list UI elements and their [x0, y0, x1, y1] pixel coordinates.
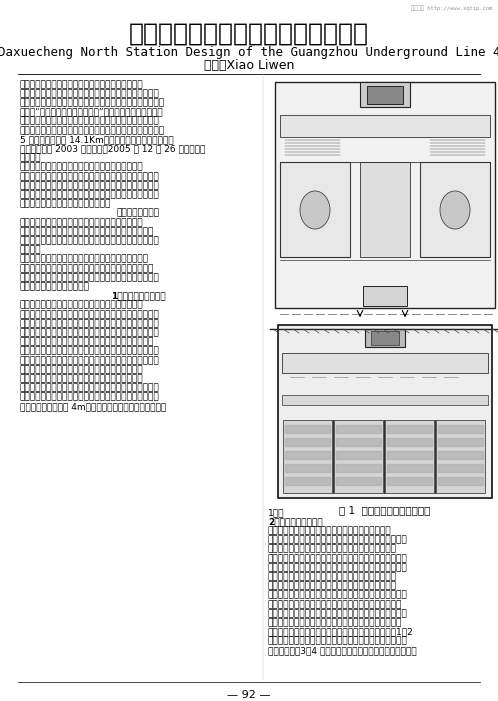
- Text: 专线段，沿线设置万胜围、官洲、大学城北、大学城南、新造: 专线段，沿线设置万胜围、官洲、大学城北、大学城南、新造: [20, 126, 165, 135]
- Text: 站位上结合周边地形、地下管线与建、构筑物进行总体布局: 站位上结合周边地形、地下管线与建、构筑物进行总体布局: [20, 236, 160, 245]
- Text: Daxuecheng North Station Design of the Guangzhou Underground Line 4: Daxuecheng North Station Design of the G…: [0, 46, 498, 59]
- Bar: [363, 286, 407, 306]
- Bar: [280, 115, 490, 137]
- Bar: [275, 82, 495, 308]
- Text: 1、与市政管线的协调: 1、与市政管线的协调: [111, 292, 165, 301]
- Bar: [360, 162, 410, 257]
- Text: 中环路北侧为规划商业区，其余地块尚未深化设计，设计时: 中环路北侧为规划商业区，其余地块尚未深化设计，设计时: [268, 609, 408, 618]
- Bar: [367, 86, 403, 104]
- Text: 肖荔文Xiao Liwen: 肖荔文Xiao Liwen: [204, 59, 294, 72]
- Text: 进作用。为配合广州大学城的建设，四号线先行建设大学城: 进作用。为配合广州大学城的建设，四号线先行建设大学城: [20, 117, 160, 125]
- Text: 1）。: 1）。: [268, 508, 284, 517]
- Text: 设计了钉筋混凝土共同管沟，所有管线都布置在管沟内部，: 设计了钉筋混凝土共同管沟，所有管线都布置在管沟内部，: [20, 319, 160, 328]
- Text: 不大，但其对客流的吸引以及城市景观有着重要的影响。出: 不大，但其对客流的吸引以及城市景观有着重要的影响。出: [268, 536, 408, 545]
- Text: 底方便了各类管线的施工、检修，也避免了为了管线施工而: 底方便了各类管线的施工、检修，也避免了为了管线施工而: [20, 328, 160, 337]
- Text: 一、建筑总体布局: 一、建筑总体布局: [117, 209, 159, 218]
- Text: 岛、大学城、广州新城、南沙经济技术开发区，对实现广州城: 岛、大学城、广州新城、南沙经济技术开发区，对实现广州城: [20, 98, 165, 107]
- Text: 心大街交叉路口南侧的中心大街道路下。由于本站周边除: 心大街交叉路口南侧的中心大街道路下。由于本站周边除: [268, 600, 402, 609]
- Bar: [371, 331, 399, 345]
- Text: 广州地铁四号线大学城北站建筑设计: 广州地铁四号线大学城北站建筑设计: [129, 22, 369, 46]
- Text: 流，并留有足够的缓冲空间；风亭应尽量减低对人们生产、: 流，并留有足够的缓冲空间；风亭应尽量减低对人们生产、: [268, 563, 408, 572]
- Text: 5 座车站，总长约 14.1Km，并在万胜围实现与二号线换: 5 座车站，总长约 14.1Km，并在万胜围实现与二号线换: [20, 135, 174, 144]
- Text: 乘。该线路于 2003 年初动工，2005 年 12 月 26 日建成投入: 乘。该线路于 2003 年初动工，2005 年 12 月 26 日建成投入: [20, 144, 205, 154]
- Text: 行的，所以车站施工基本不要拆迁或道路迁改的影响，可以: 行的，所以车站施工基本不要拆迁或道路迁改的影响，可以: [20, 273, 160, 283]
- Bar: [385, 420, 434, 493]
- Text: 北端，邻近中山大学、星海音乐学院、华南师范大学及综合: 北端，邻近中山大学、星海音乐学院、华南师范大学及综合: [20, 172, 160, 181]
- Bar: [283, 420, 332, 493]
- Text: 要考虑乘客使用的便捷性。其次还要在总的线路安排下在: 要考虑乘客使用的便捷性。其次还要在总的线路安排下在: [20, 227, 154, 236]
- Ellipse shape: [440, 191, 470, 229]
- Bar: [282, 353, 488, 373]
- Text: 市建设“南拓、北优、东进、西联”的发展战略，起到巨大促: 市建设“南拓、北优、东进、西联”的发展战略，起到巨大促: [20, 107, 164, 116]
- Text: 是广州城市东翄的一条南北交通干线，串联着科学城、生物: 是广州城市东翄的一条南北交通干线，串联着科学城、生物: [20, 89, 160, 98]
- Text: 改，施工便利；但由于地铁车站与管沟同样布置在道路下，: 改，施工便利；但由于地铁车站与管沟同样布置在道路下，: [20, 347, 160, 356]
- Text: 仅能根据规划道路尽可能均匀地布置出入口。大学城北站: 仅能根据规划道路尽可能均匀地布置出入口。大学城北站: [268, 618, 402, 627]
- Text: 广州市轨道交通四号线北起科学城，南至番禺南沙，: 广州市轨道交通四号线北起科学城，南至番禺南沙，: [20, 80, 143, 89]
- Text: 一般而言，站址周边地下管线的布置情况或多或少会: 一般而言，站址周边地下管线的布置情况或多或少会: [20, 301, 143, 310]
- Text: 在设计过程中，经过与管沟、道路等相关设计部门协: 在设计过程中，经过与管沟、道路等相关设计部门协: [20, 374, 143, 383]
- Text: 站埋深及顶板设计要充分考虑共同沟的空间与影响。: 站埋深及顶板设计要充分考虑共同沟的空间与影响。: [20, 365, 143, 374]
- Text: 射路构成，大学城北站位于大学城中辐轴北部，中环路与中: 射路构成，大学城北站位于大学城中辐轴北部，中环路与中: [268, 591, 408, 600]
- Text: 方便地采用明挖法进行施工。: 方便地采用明挖法进行施工。: [20, 283, 90, 292]
- Text: 广州大学城的路网规划由内、中、外三条环路和多条放: 广州大学城的路网规划由内、中、外三条环路和多条放: [268, 582, 397, 591]
- Text: 对道路进行反复开掘。这使得车站设计不需要考虑管线迁: 对道路进行反复开掘。这使得车站设计不需要考虑管线迁: [20, 338, 154, 346]
- Bar: [420, 162, 490, 257]
- Text: 生活、学习的影响，且满足工程环境影响评价的要求。: 生活、学习的影响，且满足工程环境影响评价的要求。: [268, 573, 397, 581]
- Text: 号出入口设置于车站北端，分别位于中环路两侧，紧靠中环: 号出入口设置于车站北端，分别位于中环路两侧，紧靠中环: [268, 637, 408, 646]
- Text: — 92 —: — 92 —: [227, 690, 271, 700]
- Text: 免费文档 http://www.sqtip.com: 免费文档 http://www.sqtip.com: [411, 5, 492, 11]
- Text: 路过街行人；3、4 号出入口分别设置于车站东西两侧，通过: 路过街行人；3、4 号出入口分别设置于车站东西两侧，通过: [268, 646, 417, 655]
- Text: 共设四个出入口，根据客流吸引和过街要求均匀布置：1、2: 共设四个出入口，根据客流吸引和过街要求均匀布置：1、2: [268, 627, 414, 637]
- Text: 新布局。而地铁的设计和施工基本是同大学城建设同步进: 新布局。而地铁的设计和施工基本是同大学城建设同步进: [20, 264, 154, 273]
- Ellipse shape: [300, 191, 330, 229]
- Text: 大学城北站位于广州小谷围岛，广州大学城发展轴线: 大学城北站位于广州小谷围岛，广州大学城发展轴线: [20, 163, 143, 172]
- Text: 商业北区。鉴于其为大学城服务的特点，其整体空间应具超: 商业北区。鉴于其为大学城服务的特点，其整体空间应具超: [20, 181, 160, 190]
- Text: 调，根据现场的实际情况确立了管沟设置在车站顶板上方，: 调，根据现场的实际情况确立了管沟设置在车站顶板上方，: [20, 383, 160, 393]
- Text: 和协调。: 和协调。: [20, 245, 41, 254]
- Text: 结构各自独立的实施方案。由于管沟本身有一定的高度，使: 结构各自独立的实施方案。由于管沟本身有一定的高度，使: [20, 393, 160, 402]
- Bar: [360, 82, 410, 107]
- Text: 入口建筑及风亭在建筑风格上应与地面周边环境保持一: 入口建筑及风亭在建筑风格上应与地面周边环境保持一: [268, 545, 397, 554]
- Text: 试运营。: 试运营。: [20, 154, 41, 163]
- Text: 地铁车站作为城市公共交通系统的组成部分，首先需: 地铁车站作为城市公共交通系统的组成部分，首先需: [20, 218, 143, 227]
- Text: 图 1  市政管沟与地铁站的关系: 图 1 市政管沟与地铁站的关系: [339, 505, 431, 515]
- Text: 通系统的特点，有效地疏导周边客流。: 通系统的特点，有效地疏导周边客流。: [20, 200, 112, 209]
- Text: 致，并满足相关规划要求。出入口位置应最大限度地吸引客: 致，并满足相关规划要求。出入口位置应最大限度地吸引客: [268, 554, 408, 563]
- Text: 进行大学城建设时，小谷围岛进行了新的规划，路网重: 进行大学城建设时，小谷围岛进行了新的规划，路网重: [20, 254, 149, 264]
- Text: 2、与周边建筑的协调: 2、与周边建筑的协调: [268, 517, 323, 526]
- Text: 前意识，便之成为值得被探访的公共站点；并应发挥轨道交: 前意识，便之成为值得被探访的公共站点；并应发挥轨道交: [20, 191, 160, 199]
- Text: 使得在剖面设计上，必然产生车站与管沟重叠布置，所以车: 使得在剖面设计上，必然产生车站与管沟重叠布置，所以车: [20, 356, 160, 365]
- Bar: [282, 395, 488, 405]
- Text: 地铁车站的出入口、风亭等地面部分虽然所占的分量: 地铁车站的出入口、风亭等地面部分虽然所占的分量: [268, 526, 391, 536]
- Bar: [280, 162, 350, 257]
- Bar: [365, 329, 405, 347]
- Bar: [436, 420, 485, 493]
- Bar: [278, 325, 492, 498]
- Bar: [334, 420, 383, 493]
- Text: 得整个车站的埋深约 4m，比通常的浅埋明挖车站略大（图: 得整个车站的埋深约 4m，比通常的浅埋明挖车站略大（图: [20, 402, 166, 411]
- Text: 对车站站位、布置以及埋深产生影响。大学城内主要道路都: 对车站站位、布置以及埋深产生影响。大学城内主要道路都: [20, 310, 160, 319]
